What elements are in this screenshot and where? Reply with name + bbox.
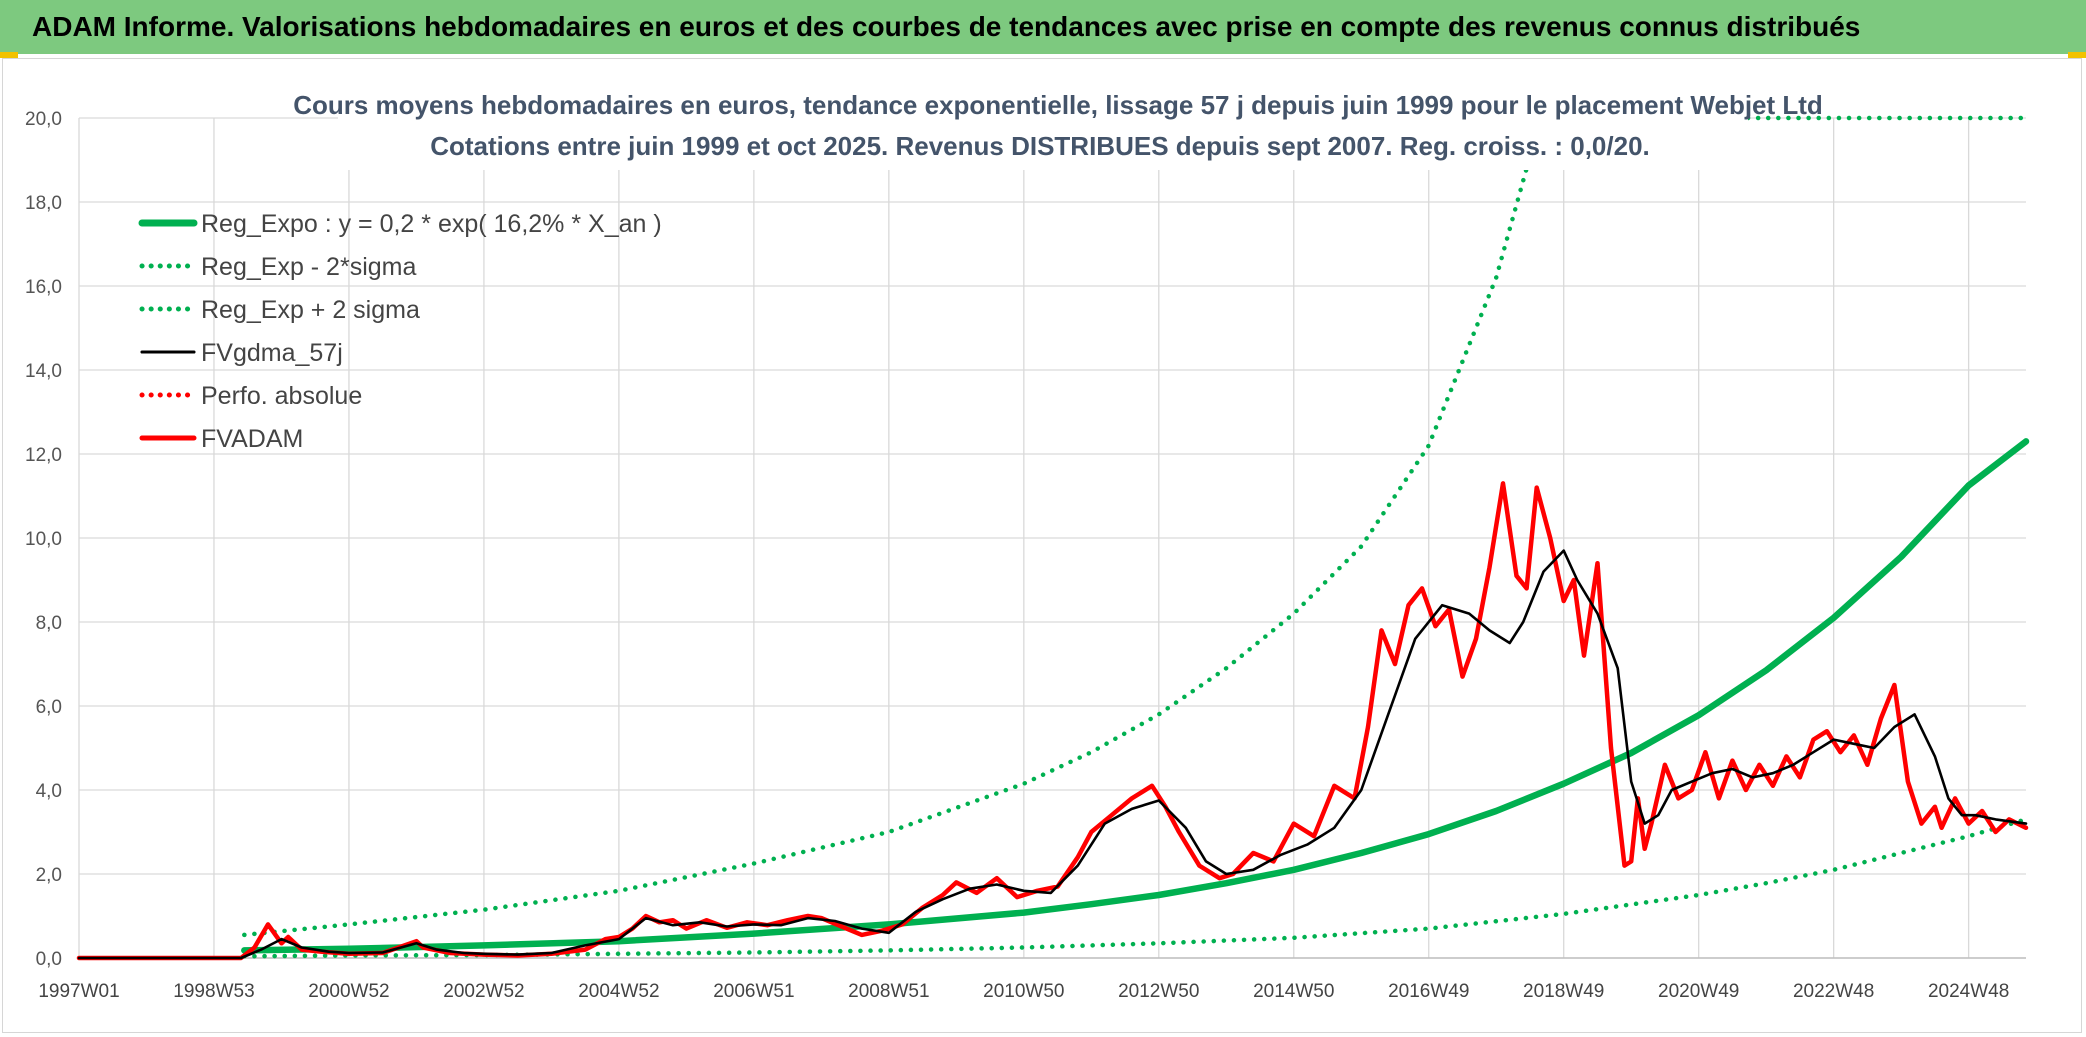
- y-tick-label: 8,0: [36, 613, 62, 634]
- legend-label: Reg_Exp - 2*sigma: [201, 253, 416, 281]
- y-tick-label: 6,0: [36, 697, 62, 718]
- y-tick-label: 16,0: [25, 277, 62, 298]
- y-tick-label: 2,0: [36, 865, 62, 886]
- left-corner-mark: [0, 52, 18, 58]
- chart-subtitle: Cotations entre juin 1999 et oct 2025. R…: [430, 131, 1650, 161]
- x-tick-label: 2012W50: [1118, 981, 1199, 1002]
- y-tick-label: 4,0: [36, 781, 62, 802]
- title-box: [338, 84, 1748, 170]
- y-tick-label: 20,0: [25, 109, 62, 130]
- x-tick-label: 2006W51: [713, 981, 794, 1002]
- y-tick-label: 0,0: [36, 949, 62, 970]
- legend-label: Reg_Expo : y = 0,2 * exp( 16,2% * X_an ): [201, 210, 662, 238]
- series-line-1: [242, 817, 2029, 959]
- y-tick-label: 18,0: [25, 193, 62, 214]
- legend: Reg_Expo : y = 0,2 * exp( 16,2% * X_an )…: [138, 210, 662, 453]
- page-title: ADAM Informe. Valorisations hebdomadaire…: [32, 11, 1861, 42]
- legend-label: FVADAM: [201, 425, 303, 453]
- axes: 0,0 2,0 4,0 6,0 8,0 10,0 12,0 14,0 16,0 18,0 20,0 1…: [25, 109, 2026, 1002]
- x-tick-label: 2010W50: [983, 981, 1064, 1002]
- x-tick-label: 2000W52: [308, 981, 389, 1002]
- legend-label: Reg_Exp + 2 sigma: [201, 296, 420, 324]
- x-tick-label: 2002W52: [443, 981, 524, 1002]
- series-line-5: [76, 481, 2029, 961]
- header-banner: ADAM Informe. Valorisations hebdomadaire…: [0, 0, 2086, 54]
- x-tick-label: 2018W49: [1523, 981, 1604, 1002]
- x-tick-label: 2024W48: [1928, 981, 2009, 1002]
- x-tick-label: 1997W01: [38, 981, 119, 1002]
- grid: [78, 117, 2026, 959]
- y-tick-label: 12,0: [25, 445, 62, 466]
- series-line-0: [241, 438, 2030, 954]
- x-tick-label: 2008W51: [848, 981, 929, 1002]
- y-tick-label: 10,0: [25, 529, 62, 550]
- x-tick-label: 2004W52: [578, 981, 659, 1002]
- series-line-2: [242, 166, 1529, 938]
- chart-title: Cours moyens hebdomadaires en euros, ten…: [293, 90, 1823, 120]
- chart-frame: [2, 58, 2082, 1033]
- x-tick-label: 1998W53: [173, 981, 254, 1002]
- right-corner-mark: [2068, 52, 2086, 58]
- x-tick-label: 2022W48: [1793, 981, 1874, 1002]
- series-line-3: [77, 549, 2028, 960]
- x-tick-label: 2020W49: [1658, 981, 1739, 1002]
- series-layer: [76, 115, 2030, 961]
- y-tick-label: 14,0: [25, 361, 62, 382]
- legend-label: FVgdma_57j: [201, 339, 343, 367]
- x-tick-label: 2014W50: [1253, 981, 1334, 1002]
- x-tick-label: 2016W49: [1388, 981, 1469, 1002]
- legend-label: Perfo. absolue: [201, 382, 362, 410]
